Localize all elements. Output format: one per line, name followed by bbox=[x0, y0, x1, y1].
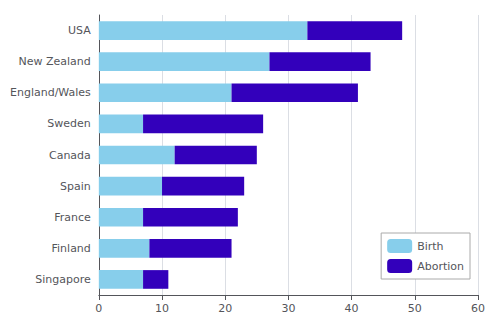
svg-text:50: 50 bbox=[408, 302, 422, 315]
svg-text:New Zealand: New Zealand bbox=[19, 55, 91, 68]
svg-text:USA: USA bbox=[68, 24, 91, 37]
svg-text:20: 20 bbox=[218, 302, 232, 315]
svg-text:Singapore: Singapore bbox=[35, 273, 91, 286]
svg-text:England/Wales: England/Wales bbox=[10, 86, 91, 99]
svg-text:Spain: Spain bbox=[60, 180, 91, 193]
svg-text:Abortion: Abortion bbox=[417, 260, 464, 273]
svg-text:30: 30 bbox=[281, 302, 295, 315]
svg-text:60: 60 bbox=[471, 302, 485, 315]
svg-text:France: France bbox=[54, 211, 91, 224]
svg-text:0: 0 bbox=[95, 302, 102, 315]
svg-text:Sweden: Sweden bbox=[47, 117, 90, 130]
svg-text:40: 40 bbox=[345, 302, 359, 315]
svg-text:Finland: Finland bbox=[52, 242, 91, 255]
svg-text:10: 10 bbox=[155, 302, 169, 315]
svg-text:Canada: Canada bbox=[49, 149, 91, 162]
svg-text:Birth: Birth bbox=[417, 240, 443, 253]
